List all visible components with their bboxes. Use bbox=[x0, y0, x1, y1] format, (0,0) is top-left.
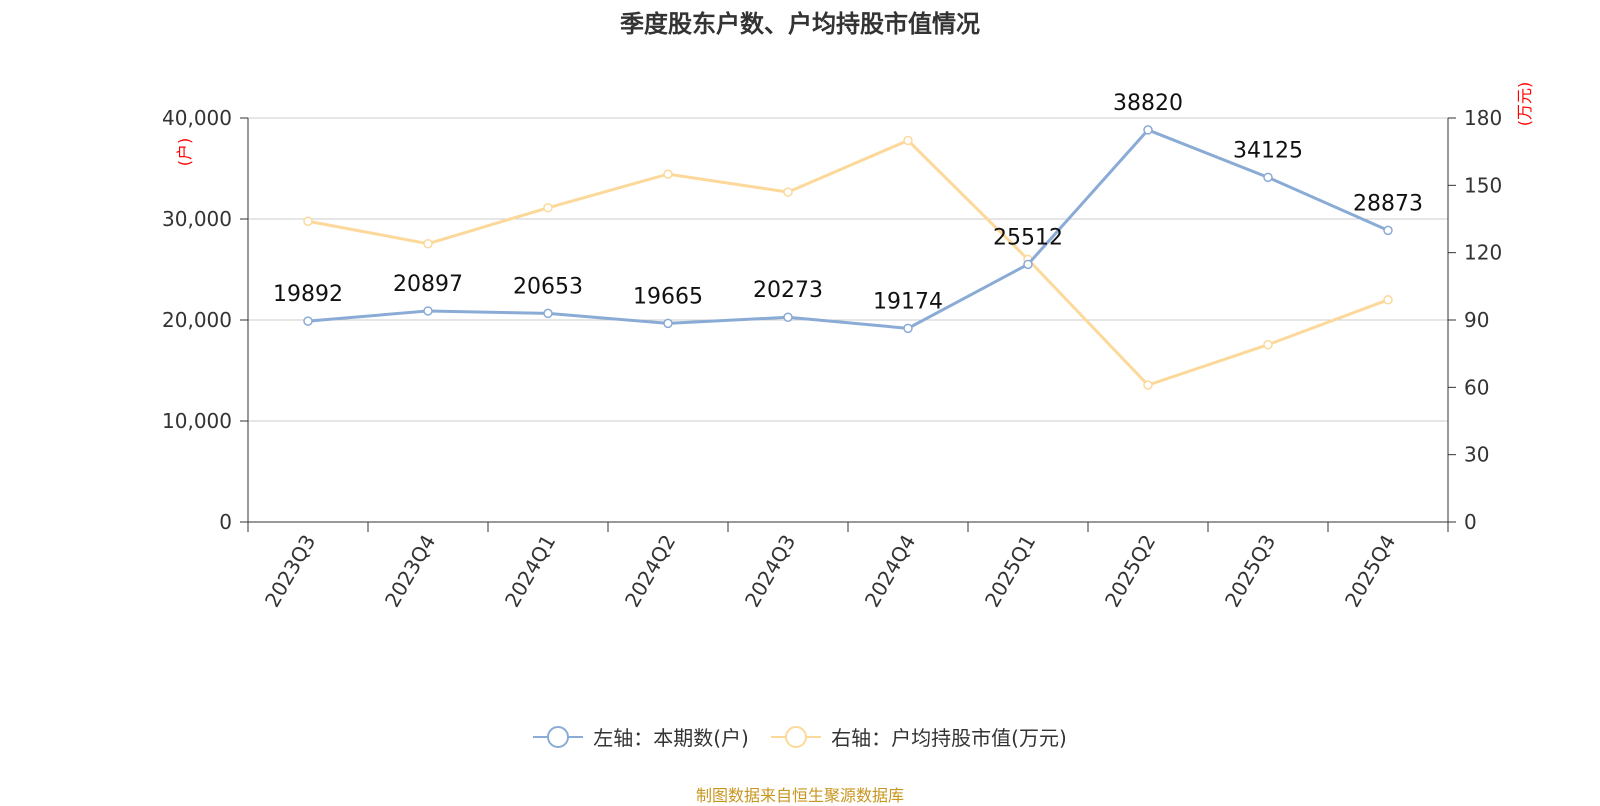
data-point-left bbox=[783, 312, 793, 322]
data-point-right bbox=[663, 169, 673, 179]
data-point-left bbox=[903, 323, 913, 334]
right-axis-unit: (万元) bbox=[1515, 82, 1534, 127]
series-line-right bbox=[307, 138, 1389, 387]
legend-item-right[interactable]: 右轴：户均持股市值(万元) bbox=[771, 722, 1067, 751]
legend: 左轴：本期数(户) 右轴：户均持股市值(万元) bbox=[0, 722, 1600, 751]
data-point-right bbox=[783, 187, 793, 197]
data-point-right bbox=[903, 135, 913, 146]
left-tick-label: 0 bbox=[219, 510, 232, 534]
data-label: 38820 bbox=[1113, 91, 1183, 116]
data-point-left bbox=[303, 316, 313, 326]
x-tick-label: 2023Q4 bbox=[380, 531, 440, 612]
data-point-left bbox=[663, 318, 673, 329]
x-tick-label: 2024Q1 bbox=[500, 531, 560, 612]
data-point-left bbox=[1383, 225, 1393, 236]
right-tick-label: 120 bbox=[1464, 241, 1502, 265]
right-tick-label: 0 bbox=[1464, 510, 1477, 534]
data-point-left bbox=[543, 308, 553, 319]
chart-title: 季度股东户数、户均持股市值情况 bbox=[620, 10, 980, 38]
data-labels: 19892 20897 20653 19665 20273 19174 25512 38820… bbox=[273, 91, 1423, 314]
data-point-right bbox=[1143, 380, 1153, 390]
data-label: 20653 bbox=[513, 274, 583, 299]
data-point-left bbox=[1023, 259, 1033, 270]
x-tick-label: 2024Q2 bbox=[620, 531, 680, 612]
data-point-left bbox=[1263, 172, 1273, 183]
data-label: 19665 bbox=[633, 284, 703, 309]
data-point-left bbox=[423, 306, 433, 316]
x-tick-label: 2025Q2 bbox=[1100, 531, 1160, 612]
x-tick-label: 2023Q3 bbox=[260, 531, 320, 612]
right-tick-label: 150 bbox=[1464, 173, 1502, 197]
data-point-right bbox=[543, 203, 553, 213]
right-tick-label: 180 bbox=[1464, 106, 1502, 130]
x-tick-label: 2025Q4 bbox=[1340, 531, 1400, 612]
series bbox=[303, 125, 1393, 390]
x-tick-label: 2024Q4 bbox=[860, 531, 920, 612]
x-tick-label: 2025Q3 bbox=[1220, 531, 1280, 612]
left-tick-label: 30,000 bbox=[162, 207, 232, 231]
left-tick-label: 20,000 bbox=[162, 308, 232, 332]
right-tick-label: 90 bbox=[1464, 308, 1489, 332]
data-label: 28873 bbox=[1353, 191, 1423, 216]
data-label: 19892 bbox=[273, 282, 343, 307]
right-tick-label: 30 bbox=[1464, 443, 1489, 467]
legend-label-right: 右轴：户均持股市值(万元) bbox=[831, 726, 1067, 750]
data-label: 34125 bbox=[1233, 138, 1303, 163]
legend-item-left[interactable]: 左轴：本期数(户) bbox=[533, 722, 749, 751]
left-axis-unit: (户) bbox=[175, 138, 194, 167]
data-point-right bbox=[423, 238, 433, 249]
data-label: 25512 bbox=[993, 225, 1063, 250]
axes: 0 10,000 20,000 30,000 40,000 0 30 60 90 120 150 18… bbox=[162, 82, 1534, 611]
data-point-right bbox=[1263, 339, 1273, 350]
gridlines bbox=[248, 117, 1448, 422]
data-label: 20273 bbox=[753, 278, 823, 303]
data-label: 20897 bbox=[393, 272, 463, 297]
left-tick-label: 10,000 bbox=[162, 409, 232, 433]
right-tick-label: 60 bbox=[1464, 375, 1489, 399]
legend-circle-icon bbox=[771, 725, 822, 749]
x-tick-label: 2024Q3 bbox=[740, 531, 800, 612]
data-label: 19174 bbox=[873, 289, 943, 314]
data-point-left bbox=[1143, 125, 1153, 135]
left-tick-label: 40,000 bbox=[162, 106, 232, 130]
source-note: 制图数据来自恒生聚源数据库 bbox=[695, 786, 904, 805]
x-tick-label: 2025Q1 bbox=[980, 531, 1040, 612]
series-line-left bbox=[307, 128, 1389, 330]
legend-label-left: 左轴：本期数(户) bbox=[593, 726, 749, 750]
data-point-right bbox=[1383, 295, 1393, 305]
data-point-right bbox=[303, 216, 313, 226]
legend-circle-icon bbox=[533, 725, 584, 749]
